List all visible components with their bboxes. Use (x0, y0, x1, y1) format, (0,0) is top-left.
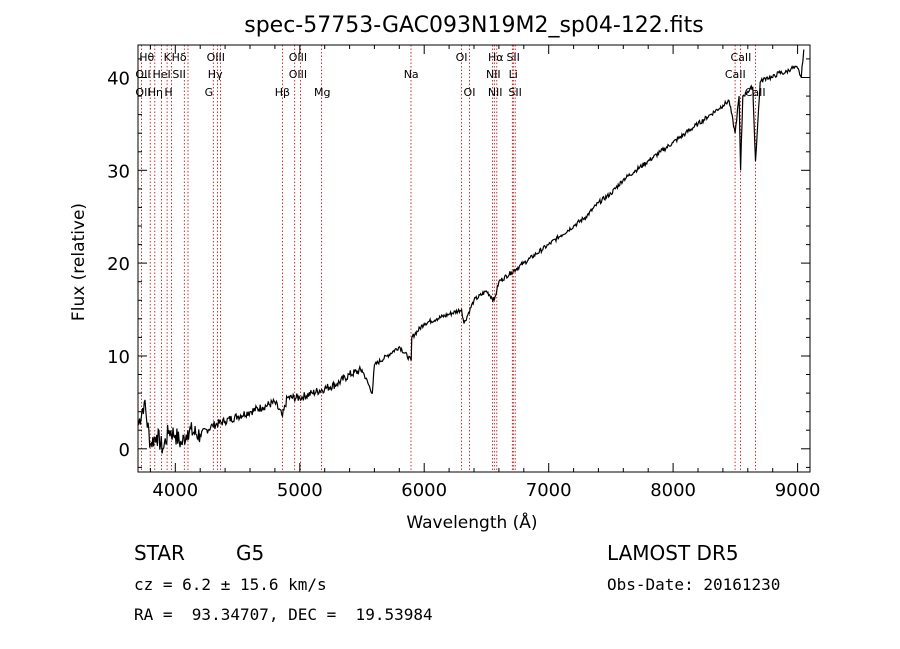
x-tick-label: 4000 (152, 480, 198, 501)
object-class: STAR (134, 541, 185, 565)
line-label: Hβ (275, 86, 290, 99)
x-tick-label: 8000 (650, 480, 696, 501)
line-label: NII (488, 86, 503, 99)
line-label: G (205, 86, 214, 99)
coords-text: RA = 93.34707, DEC = 19.53984 (134, 605, 433, 624)
spectrum-line (137, 49, 805, 454)
x-axis-label: Wavelength (Å) (406, 511, 537, 533)
line-label: OIII (289, 51, 307, 64)
line-label: HeI (152, 68, 170, 81)
y-tick-label: 20 (107, 254, 130, 275)
x-tick-label: 5000 (277, 480, 323, 501)
obs-date-text: Obs-Date: 20161230 (607, 575, 781, 594)
y-axis-label: Flux (relative) (69, 203, 89, 321)
object-subclass: G5 (236, 541, 265, 565)
line-label: Hα (488, 51, 504, 64)
plot-frame (137, 44, 811, 473)
x-axis-ticks: 4000 5000 6000 7000 8000 9000 (149, 45, 821, 501)
y-tick-label: 10 (107, 347, 130, 368)
y-tick-label: 30 (107, 161, 130, 182)
line-label: NII (486, 68, 501, 81)
line-label: OI (464, 86, 476, 99)
line-label: CaII (730, 51, 751, 64)
line-label: H (164, 86, 172, 99)
line-label: Na (404, 68, 419, 81)
line-label: OI (456, 51, 468, 64)
line-label: OIII (289, 68, 307, 81)
line-label: OIII (207, 51, 225, 64)
line-label: SII (508, 86, 521, 99)
line-label: SII (172, 68, 185, 81)
redshift-text: cz = 6.2 ± 15.6 km/s (134, 575, 327, 594)
x-tick-label: 7000 (526, 480, 572, 501)
spectral-line-markers (140, 45, 756, 472)
line-label: Li (509, 68, 518, 81)
line-label: Mg (314, 86, 330, 99)
line-label: CaII (725, 68, 746, 81)
survey-name: LAMOST DR5 (607, 541, 739, 565)
y-tick-label: 40 (107, 69, 130, 90)
line-label: Hγ (208, 68, 223, 81)
chart-title: spec-57753-GAC093N19M2_sp04-122.fits (244, 13, 704, 38)
line-label: Hδ (172, 51, 187, 64)
line-label: Hθ (139, 51, 154, 64)
y-tick-label: 0 (119, 440, 130, 461)
x-tick-label: 9000 (775, 480, 821, 501)
line-label: K (164, 51, 172, 64)
y-axis-ticks: 0 10 20 30 40 (107, 58, 810, 468)
x-tick-label: 6000 (401, 480, 447, 501)
line-label: SII (506, 51, 519, 64)
line-label: Hη (148, 86, 163, 99)
